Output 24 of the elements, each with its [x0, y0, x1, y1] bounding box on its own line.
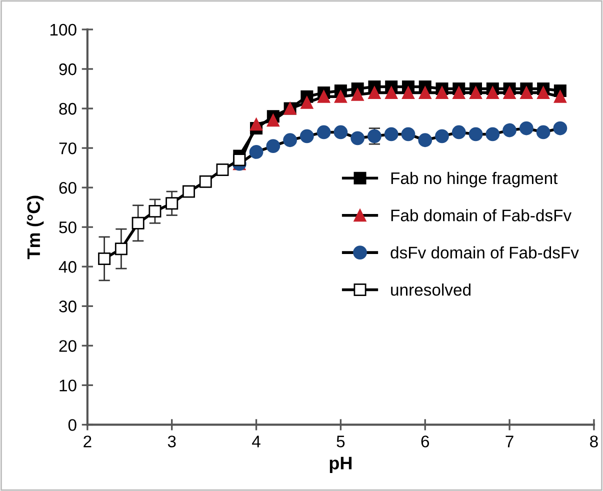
y-tick-label: 30 — [59, 300, 76, 312]
y-tick-label: 60 — [59, 182, 76, 194]
y-tick-label: 20 — [59, 340, 76, 352]
y-tick-label: 90 — [59, 63, 76, 76]
x-tick-label: 3 — [168, 436, 176, 448]
legend-label: unresolved — [391, 284, 470, 296]
legend-label: Fab no hinge fragment — [391, 172, 558, 188]
y-tick-label: 70 — [59, 142, 76, 154]
y-tick-label: 100 — [50, 24, 76, 36]
x-tick-label: 7 — [506, 436, 514, 448]
x-tick-label: 6 — [421, 436, 430, 448]
y-tick-label: 80 — [59, 102, 76, 115]
legend-label: Fab domain of Fab-dsFv — [391, 209, 572, 222]
y-tick-label: 10 — [60, 380, 76, 392]
y-tick-label: 0 — [68, 419, 76, 431]
x-tick-label: 8 — [590, 436, 598, 448]
x-tick-label: 5 — [336, 436, 345, 448]
x-tick-label: 2 — [84, 436, 92, 448]
legend-label: dsFv domain of Fab-dsFv — [390, 246, 579, 259]
y-tick-label: 40 — [58, 261, 76, 273]
x-axis-title: pH — [330, 456, 352, 474]
y-tick-label: 50 — [59, 221, 76, 234]
x-tick-label: 4 — [252, 436, 260, 448]
y-axis-title: Tm (°C) — [26, 196, 44, 260]
